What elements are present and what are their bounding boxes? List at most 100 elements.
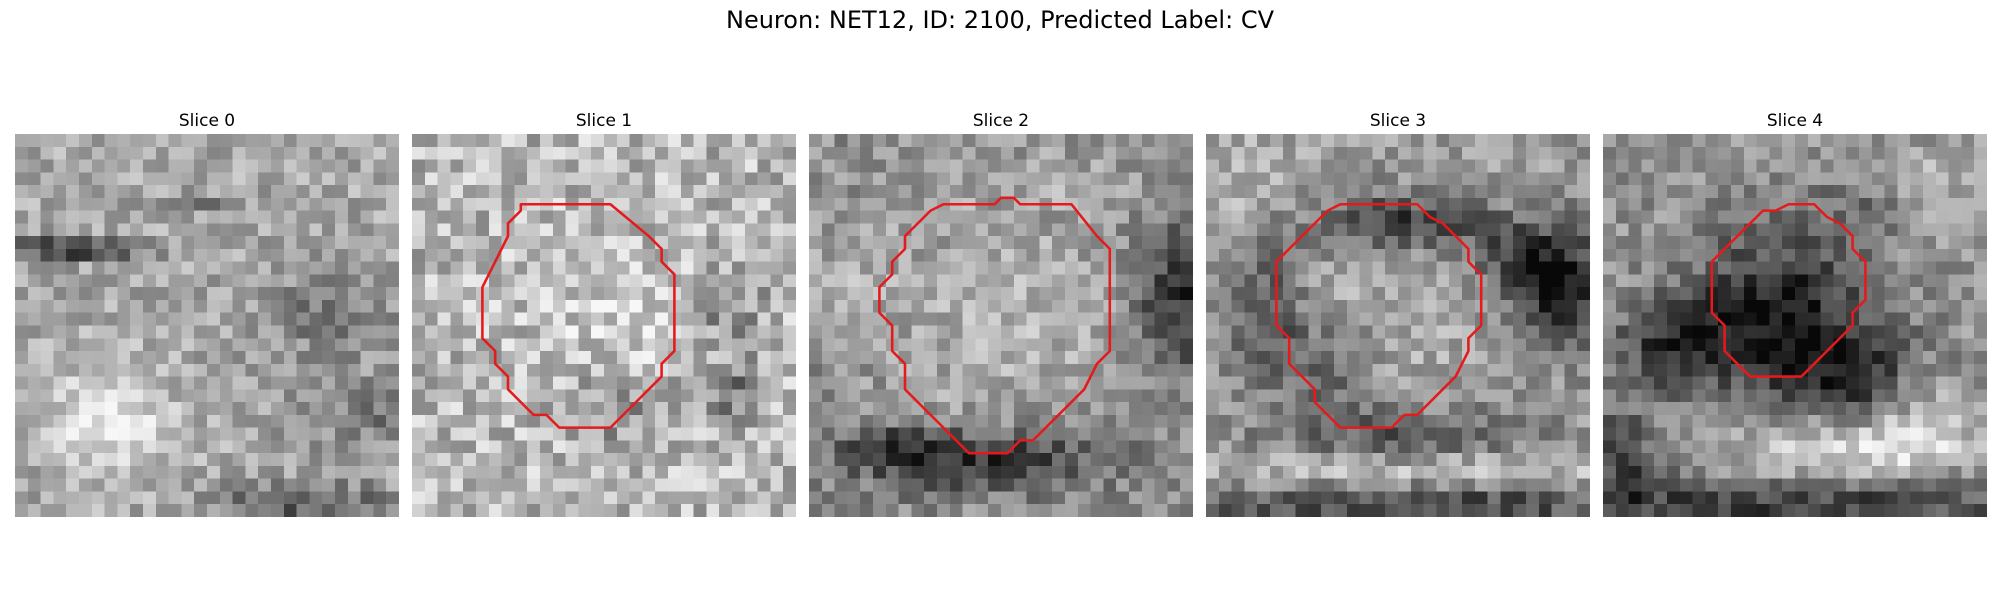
pixel xyxy=(847,402,861,416)
pixel xyxy=(1206,427,1220,441)
pixel xyxy=(1359,427,1373,441)
pixel xyxy=(1564,478,1578,492)
pixel xyxy=(1769,363,1783,377)
pixel xyxy=(1500,248,1514,262)
pixel xyxy=(1487,223,1501,237)
pixel xyxy=(219,504,233,517)
pixel xyxy=(15,261,29,275)
pixel xyxy=(1782,299,1796,313)
pixel xyxy=(104,427,118,441)
pixel xyxy=(1820,134,1834,148)
pixel xyxy=(373,440,387,454)
pixel xyxy=(527,134,541,148)
pixel xyxy=(1436,465,1450,479)
slice-panel: Slice 0 xyxy=(15,108,399,517)
pixel xyxy=(27,351,41,365)
pixel xyxy=(283,427,297,441)
pixel xyxy=(680,146,694,160)
pixel xyxy=(347,389,361,403)
pixel xyxy=(924,402,938,416)
pixel xyxy=(1001,134,1015,148)
pixel xyxy=(1782,453,1796,467)
pixel xyxy=(1154,197,1168,211)
pixel xyxy=(821,210,835,224)
pixel xyxy=(1410,261,1424,275)
pixel xyxy=(66,312,80,326)
pixel xyxy=(629,504,643,517)
pixel xyxy=(1308,478,1322,492)
pixel xyxy=(629,402,643,416)
pixel xyxy=(271,325,285,339)
pixel xyxy=(757,427,771,441)
pixel xyxy=(335,236,349,250)
pixel xyxy=(437,185,451,199)
pixel xyxy=(1398,210,1412,224)
pixel xyxy=(1270,504,1284,517)
pixel xyxy=(437,414,451,428)
pixel xyxy=(1270,325,1284,339)
pixel xyxy=(1859,172,1873,186)
pixel xyxy=(66,465,80,479)
pixel xyxy=(1897,440,1911,454)
pixel xyxy=(1679,491,1693,505)
pixel xyxy=(66,414,80,428)
pixel xyxy=(616,172,630,186)
pixel xyxy=(322,261,336,275)
pixel xyxy=(1244,504,1258,517)
pixel xyxy=(1244,338,1258,352)
pixel xyxy=(616,134,630,148)
pixel xyxy=(809,223,823,237)
pixel xyxy=(898,248,912,262)
pixel xyxy=(1513,414,1527,428)
pixel xyxy=(1346,440,1360,454)
pixel xyxy=(514,248,528,262)
pixel xyxy=(616,248,630,262)
pixel xyxy=(1692,363,1706,377)
pixel xyxy=(1884,236,1898,250)
pixel xyxy=(1859,427,1873,441)
pixel xyxy=(1871,465,1885,479)
pixel xyxy=(1948,325,1962,339)
pixel xyxy=(591,210,605,224)
pixel xyxy=(1218,312,1232,326)
pixel xyxy=(168,389,182,403)
pixel xyxy=(181,376,195,390)
pixel xyxy=(924,351,938,365)
pixel xyxy=(988,223,1002,237)
pixel xyxy=(79,478,93,492)
pixel xyxy=(680,325,694,339)
pixel xyxy=(821,159,835,173)
pixel xyxy=(1833,402,1847,416)
pixel xyxy=(1871,197,1885,211)
pixel xyxy=(1231,134,1245,148)
pixel xyxy=(117,389,131,403)
pixel xyxy=(885,159,899,173)
pixel xyxy=(1692,223,1706,237)
pixel xyxy=(629,146,643,160)
pixel xyxy=(1603,159,1617,173)
pixel xyxy=(1935,453,1949,467)
pixel xyxy=(1180,134,1193,148)
pixel xyxy=(91,351,105,365)
pixel xyxy=(143,248,157,262)
pixel xyxy=(642,504,656,517)
pixel xyxy=(540,453,554,467)
pixel xyxy=(1923,414,1937,428)
pixel xyxy=(1756,236,1770,250)
pixel xyxy=(1935,159,1949,173)
pixel xyxy=(1538,134,1552,148)
pixel xyxy=(1577,363,1590,377)
pixel xyxy=(232,478,246,492)
pixel xyxy=(770,440,784,454)
pixel xyxy=(1577,325,1590,339)
pixel xyxy=(463,427,477,441)
pixel xyxy=(578,338,592,352)
pixel xyxy=(1423,248,1437,262)
pixel xyxy=(1244,427,1258,441)
pixel xyxy=(271,427,285,441)
pixel xyxy=(1731,376,1745,390)
pixel xyxy=(1116,236,1130,250)
pixel xyxy=(1039,478,1053,492)
pixel xyxy=(937,299,951,313)
pixel xyxy=(1410,376,1424,390)
